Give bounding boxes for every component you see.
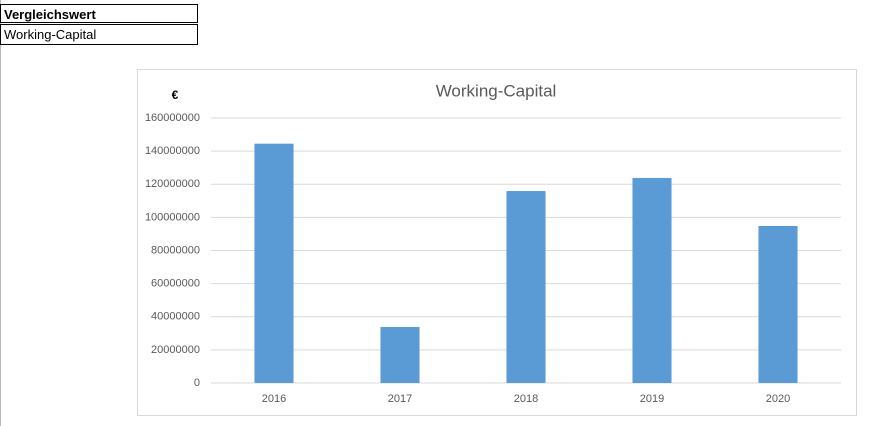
chart-title: Working-Capital — [436, 81, 557, 100]
bar — [758, 225, 798, 383]
x-tick-label: 2018 — [514, 393, 538, 405]
y-tick-label: 100000000 — [145, 211, 200, 223]
y-tick-label: 140000000 — [145, 145, 200, 157]
sheet-edge — [0, 0, 1, 426]
y-tick-label: 120000000 — [145, 178, 200, 190]
bar — [380, 327, 420, 383]
table-header-cell[interactable]: Vergleichswert — [0, 4, 198, 23]
y-tick-label: 40000000 — [151, 311, 200, 323]
y-tick-label: 80000000 — [151, 244, 200, 256]
y-axis-label: € — [172, 88, 179, 102]
y-tick-label: 0 — [194, 377, 200, 389]
y-tick-label: 160000000 — [145, 112, 200, 124]
x-tick-label: 2020 — [766, 393, 790, 405]
chart-area — [137, 69, 857, 416]
y-tick-label: 60000000 — [151, 278, 200, 290]
bar — [506, 191, 546, 383]
bar — [254, 143, 294, 383]
x-tick-label: 2017 — [388, 393, 412, 405]
x-tick-label: 2019 — [640, 393, 664, 405]
x-tick-label: 2016 — [262, 393, 286, 405]
bar — [632, 177, 672, 383]
table-cell[interactable]: Working-Capital — [0, 24, 198, 45]
y-tick-label: 20000000 — [151, 344, 200, 356]
